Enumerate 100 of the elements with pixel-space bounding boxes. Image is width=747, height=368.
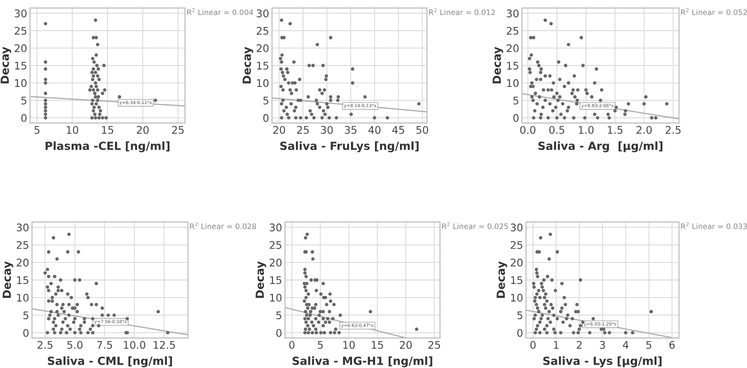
point xyxy=(98,112,102,116)
y-tick-label: 30 xyxy=(270,224,282,232)
point xyxy=(44,22,48,26)
y-tick-label: 30 xyxy=(510,224,523,232)
y-tick-label: 0 xyxy=(263,114,269,122)
y-tick-label: 20 xyxy=(506,44,519,52)
x-tick-label: 25 xyxy=(297,126,309,134)
y-axis-title: Decay xyxy=(242,46,254,84)
x-tick-label: 15 xyxy=(102,126,114,134)
y-tick-label: 5 xyxy=(23,312,28,320)
point xyxy=(96,95,100,99)
point xyxy=(91,98,94,102)
point xyxy=(94,95,98,99)
x-tick-label: 40 xyxy=(368,126,380,134)
x-tick-label: 7.5 xyxy=(97,341,112,349)
x-axis-title: Saliva - Arg [µg/ml] xyxy=(538,141,662,152)
y-tick-label: 0 xyxy=(276,328,282,337)
point xyxy=(44,106,48,110)
y-tick-label: 10 xyxy=(257,79,269,88)
point xyxy=(100,116,104,120)
point xyxy=(92,74,96,78)
y-tick-label: 25 xyxy=(16,241,28,249)
point xyxy=(93,112,97,116)
y-tick-label: 30 xyxy=(256,9,269,18)
point xyxy=(94,18,98,22)
x-tick-label: 5 xyxy=(34,126,40,134)
y-axis-title: Decay xyxy=(0,46,12,84)
x-tick-label: 5.0 xyxy=(67,340,82,349)
point xyxy=(91,78,94,82)
x-tick-label: 5 xyxy=(318,341,323,349)
point xyxy=(96,74,100,78)
x-tick-label: 0.5 xyxy=(549,126,564,134)
y-tick-label: 25 xyxy=(14,26,26,35)
point xyxy=(94,84,98,88)
x-tick-label: 10 xyxy=(66,126,78,134)
y-tick-label: 20 xyxy=(16,258,29,267)
y-tick-label: 5 xyxy=(263,96,268,104)
y-tick-label: 20 xyxy=(256,44,269,52)
y-axis-title: Decay xyxy=(2,261,14,298)
x-tick-label: 5 xyxy=(646,341,652,349)
x-tick-label: 2.0 xyxy=(636,126,652,134)
y-tick-label: 0 xyxy=(23,328,29,337)
x-tick-label: 25 xyxy=(428,340,440,349)
point xyxy=(102,88,106,92)
point xyxy=(94,102,98,106)
x-axis-title: Saliva - Lys [µg/ml] xyxy=(543,356,662,368)
y-tick-label: 20 xyxy=(510,258,523,267)
point xyxy=(98,109,102,113)
point xyxy=(92,60,96,64)
y-tick-label: 5 xyxy=(276,312,282,320)
x-tick-label: 10.0 xyxy=(124,340,146,349)
x-axis-title: Saliva - FruLys [ng/ml] xyxy=(280,141,419,152)
x-tick-label: 4 xyxy=(622,341,628,349)
y-axis-title: Decay xyxy=(256,261,266,298)
y-axis-title: Decay xyxy=(492,46,504,84)
point xyxy=(91,56,94,60)
x-tick-label: 30 xyxy=(321,126,333,134)
y-tick-label: 10 xyxy=(507,79,519,88)
y-tick-label: 15 xyxy=(511,276,522,284)
x-tick-label: 50 xyxy=(416,126,428,134)
point xyxy=(96,42,100,46)
y-tick-label: 20 xyxy=(14,44,27,52)
point xyxy=(92,106,96,110)
point xyxy=(94,53,98,57)
y-tick-label: 15 xyxy=(17,276,28,284)
y-tick-label: 15 xyxy=(257,62,268,70)
x-tick-label: 35 xyxy=(344,126,356,134)
point xyxy=(90,84,93,88)
point xyxy=(90,102,94,106)
point xyxy=(97,78,101,82)
x-tick-label: 10 xyxy=(343,340,355,349)
y-tick-label: 10 xyxy=(15,79,27,88)
point xyxy=(97,116,101,120)
y-tick-label: 25 xyxy=(270,241,282,249)
y-tick-label: 30 xyxy=(506,9,519,18)
y-tick-label: 10 xyxy=(511,294,523,302)
x-tick-label: 3 xyxy=(600,340,605,349)
y-tick-label: 10 xyxy=(17,294,29,302)
x-tick-label: 2.5 xyxy=(666,126,681,134)
point xyxy=(90,116,94,120)
x-tick-label: 45 xyxy=(392,126,404,134)
x-tick-label: 20 xyxy=(400,340,412,349)
x-tick-label: 0.0 xyxy=(520,126,536,134)
y-tick-label: 30 xyxy=(14,9,27,18)
point xyxy=(94,36,98,40)
point xyxy=(44,109,48,113)
y-tick-label: 10 xyxy=(270,294,282,302)
y-tick-label: 0 xyxy=(513,114,519,122)
point xyxy=(94,116,98,120)
y-tick-label: 5 xyxy=(517,312,522,320)
y-tick-label: 0 xyxy=(21,114,27,122)
y-tick-label: 15 xyxy=(15,62,26,70)
point xyxy=(96,88,100,92)
x-tick-label: 20 xyxy=(136,126,149,134)
point xyxy=(44,92,48,96)
point xyxy=(96,67,100,71)
point xyxy=(96,98,100,102)
point xyxy=(44,98,48,102)
x-tick-label: 1 xyxy=(554,341,558,349)
point xyxy=(44,116,48,120)
